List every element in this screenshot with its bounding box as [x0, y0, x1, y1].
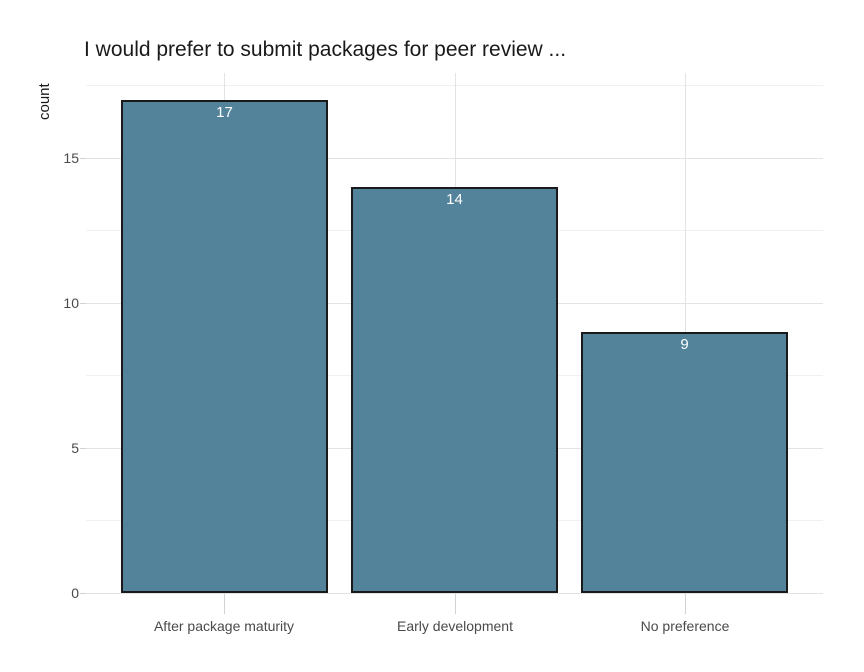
x-tick-mark — [685, 594, 686, 614]
bar: 17 — [121, 100, 328, 593]
y-tick-label: 15 — [63, 150, 79, 166]
bar-value-label: 9 — [680, 336, 689, 353]
x-tick-label: Early development — [397, 618, 513, 634]
gridline-major-horizontal — [86, 158, 823, 159]
bar-value-label: 14 — [446, 191, 463, 208]
y-tick-label: 10 — [63, 295, 79, 311]
gridline-major-horizontal — [86, 593, 823, 594]
y-tick-mark — [80, 158, 86, 159]
y-tick-mark — [80, 303, 86, 304]
x-tick-label: No preference — [640, 618, 730, 634]
x-tick-mark — [224, 594, 225, 614]
y-tick-label: 0 — [71, 585, 79, 601]
y-tick-label: 5 — [71, 440, 79, 456]
x-tick-mark — [455, 594, 456, 614]
y-tick-mark — [80, 448, 86, 449]
bar-value-label: 17 — [216, 104, 233, 121]
x-tick-label: After package maturity — [153, 618, 295, 634]
bar: 14 — [351, 187, 558, 593]
chart-title: I would prefer to submit packages for pe… — [84, 38, 567, 61]
gridline-minor-horizontal — [86, 85, 823, 86]
y-tick-mark — [80, 593, 86, 594]
y-axis-title: count — [36, 83, 53, 120]
bar: 9 — [581, 332, 788, 593]
